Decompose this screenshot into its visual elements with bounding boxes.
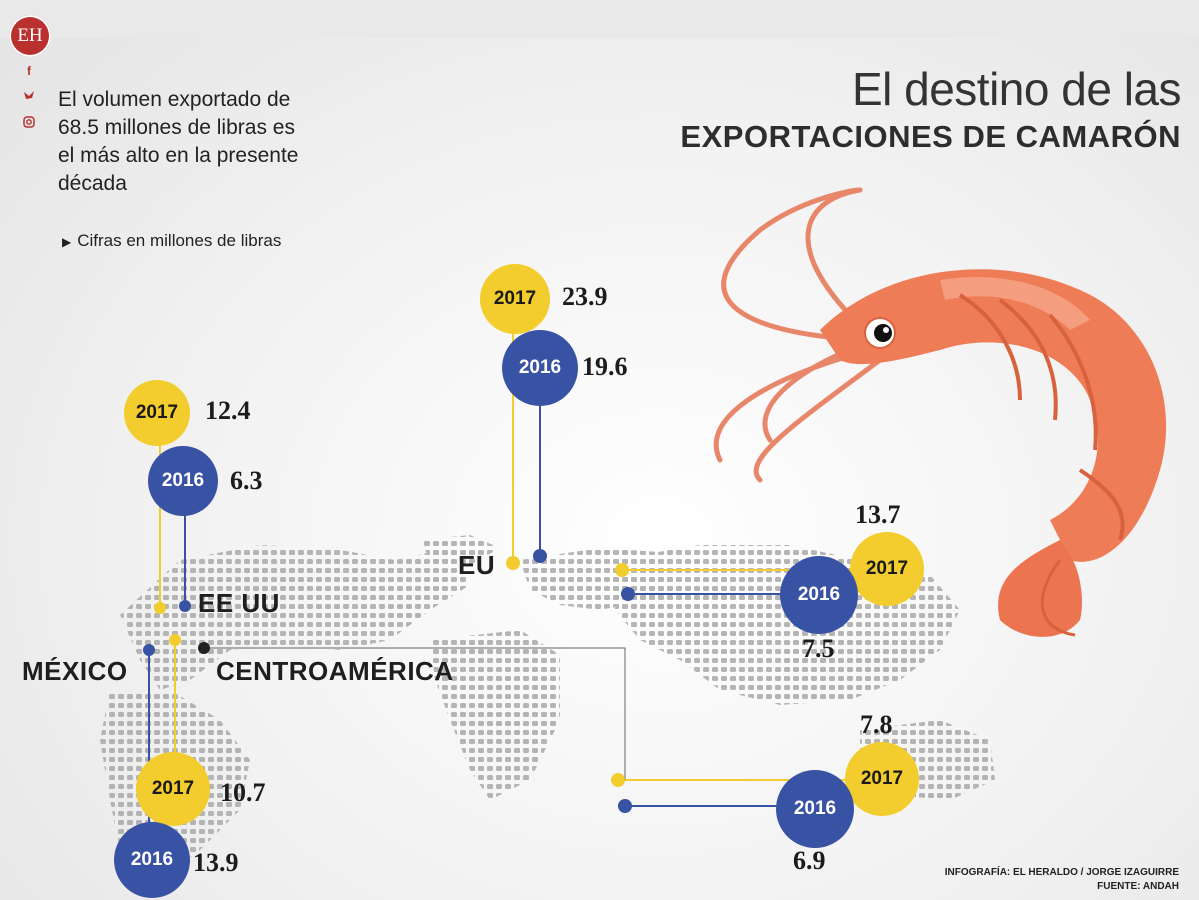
units-note: ▶ Cifras en millones de libras (62, 231, 281, 251)
other-2017-badge: 2017 (845, 742, 919, 816)
eu-label: EU (458, 550, 496, 580)
asia-2017-value: 13.7 (855, 500, 901, 529)
other-2016-badge: 2016 (776, 770, 854, 848)
title-line-1: El destino de las (851, 63, 1182, 115)
eeuu-label: EE UU (198, 588, 280, 618)
source-line: FUENTE: ANDAH (1097, 881, 1179, 892)
eeuu-2016-badge: 2016 (148, 446, 218, 516)
asia-2016-badge: 2016 (780, 556, 858, 634)
eu-2016-value: 19.6 (582, 352, 628, 381)
title-line-2: EXPORTACIONES DE CAMARÓN (680, 119, 1181, 154)
intro-line: 68.5 millones de libras es (58, 116, 295, 139)
twitter-icon[interactable] (22, 90, 36, 104)
intro-line: el más alto en la presente (58, 144, 299, 167)
eeuu-2017-value: 12.4 (205, 396, 251, 425)
units-note-text: Cifras en millones de libras (77, 231, 282, 250)
triangle-right-icon: ▶ (62, 235, 72, 249)
top-bar (0, 0, 1199, 38)
intro-line: El volumen exportado de (58, 88, 291, 111)
centroamerica-label: CENTROAMÉRICA (216, 656, 454, 686)
brand-logo[interactable]: EH (9, 15, 51, 57)
mexico-2016-badge: 2016 (114, 822, 190, 898)
mexico-2017-value: 10.7 (220, 778, 266, 807)
instagram-icon[interactable] (22, 116, 36, 130)
eu-2017-badge: 2017 (480, 264, 550, 334)
mexico-label: MÉXICO (22, 656, 128, 686)
mexico-2017-badge: 2017 (136, 752, 210, 826)
eeuu-2016-value: 6.3 (230, 466, 263, 495)
credit-line: INFOGRAFÍA: EL HERALDO / JORGE IZAGUIRRE (944, 867, 1179, 878)
other-2016-value: 6.9 (793, 846, 826, 875)
eeuu-2017-badge: 2017 (124, 380, 190, 446)
other-2017-value: 7.8 (860, 710, 893, 739)
eu-2017-value: 23.9 (562, 282, 608, 311)
eu-2016-badge: 2016 (502, 330, 578, 406)
asia-2016-value: 7.5 (802, 634, 835, 663)
mexico-2016-value: 13.9 (193, 848, 239, 877)
facebook-icon[interactable]: f (27, 64, 31, 78)
asia-2017-badge: 2017 (850, 532, 924, 606)
intro-text: El volumen exportado de 68.5 millones de… (58, 86, 378, 198)
intro-line: década (58, 172, 127, 195)
